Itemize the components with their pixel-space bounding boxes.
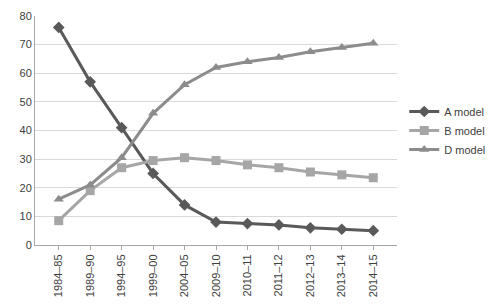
svg-text:60: 60	[20, 67, 32, 79]
svg-text:2012–13: 2012–13	[304, 254, 316, 297]
svg-text:80: 80	[20, 10, 32, 22]
svg-text:2009–10: 2009–10	[210, 254, 222, 297]
svg-text:B model: B model	[444, 125, 484, 137]
svg-text:2010–11: 2010–11	[241, 254, 253, 296]
svg-text:1989–90: 1989–90	[84, 254, 96, 297]
svg-text:2011–12: 2011–12	[272, 254, 284, 296]
svg-text:40: 40	[20, 124, 32, 136]
svg-text:0: 0	[26, 239, 32, 251]
svg-text:A model: A model	[444, 106, 484, 118]
svg-text:2004–05: 2004–05	[178, 254, 190, 297]
svg-text:30: 30	[20, 153, 32, 165]
svg-text:2014–15: 2014–15	[367, 254, 379, 297]
svg-text:70: 70	[20, 38, 32, 50]
svg-text:10: 10	[20, 210, 32, 222]
svg-text:20: 20	[20, 182, 32, 194]
svg-text:1999–00: 1999–00	[147, 254, 159, 297]
svg-text:1984–85: 1984–85	[52, 254, 64, 297]
svg-text:2013–14: 2013–14	[335, 254, 347, 297]
svg-text:1994–95: 1994–95	[115, 254, 127, 297]
svg-text:50: 50	[20, 96, 32, 108]
svg-text:D model: D model	[444, 144, 485, 156]
